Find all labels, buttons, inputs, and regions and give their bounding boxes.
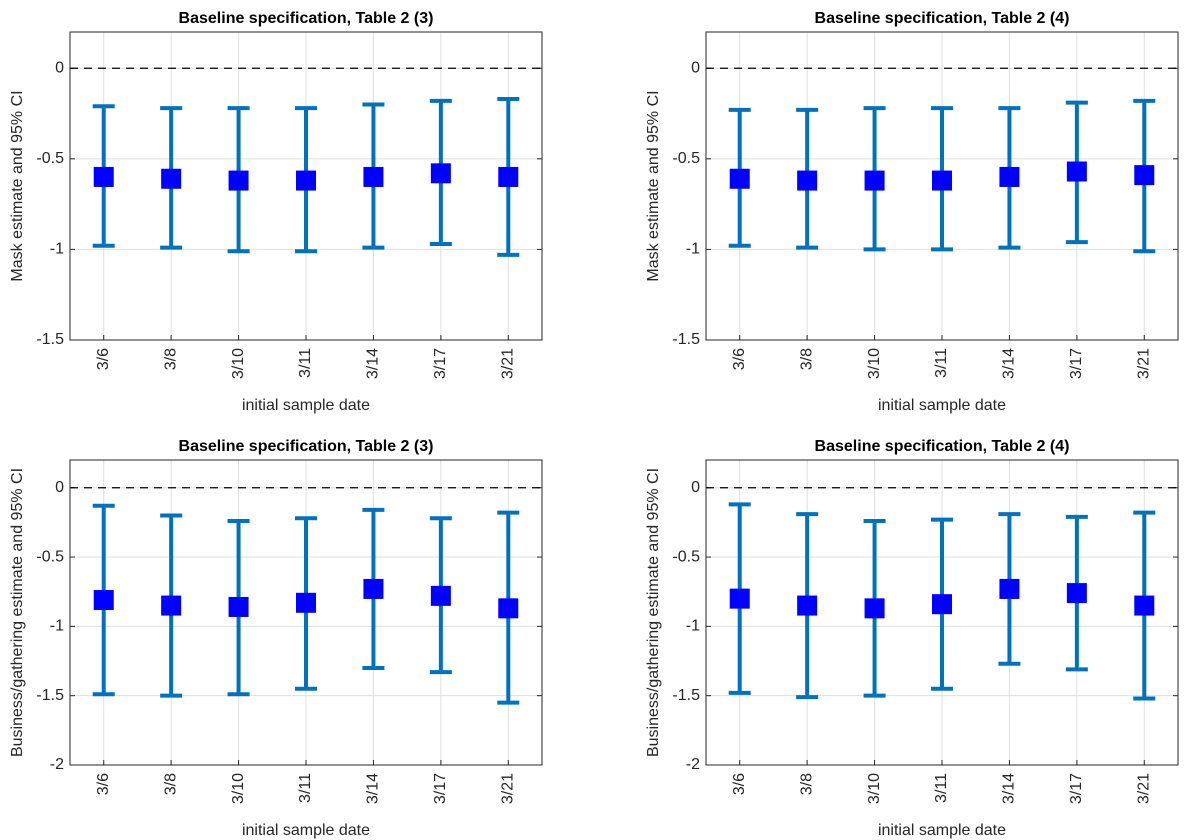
x-tick-label: 3/11 [933, 348, 950, 378]
chart-title: Baseline specification, Table 2 (4) [815, 10, 1070, 27]
point-estimate [161, 595, 182, 616]
axes-box [705, 459, 1179, 766]
point-estimate [228, 596, 249, 617]
point-estimate [93, 590, 114, 611]
y-tick-label: -0.5 [36, 150, 64, 167]
x-tick-label: 3/8 [162, 348, 179, 370]
point-estimate [797, 595, 818, 616]
y-tick-label: -2 [686, 756, 700, 773]
x-tick-label: 3/10 [866, 773, 883, 804]
x-tick-label: 3/6 [731, 773, 748, 795]
y-tick-label: -1 [50, 618, 64, 635]
point-estimate [296, 592, 316, 613]
x-tick-label: 3/6 [95, 348, 112, 370]
y-tick-label: -1.5 [36, 687, 64, 704]
x-tick-label: 3/17 [432, 773, 449, 804]
point-estimate [932, 594, 952, 615]
x-tick-label: 3/6 [95, 773, 112, 795]
x-tick-label: 3/21 [1136, 348, 1153, 379]
x-tick-label: 3/14 [365, 773, 382, 804]
y-tick-label: -1 [686, 618, 700, 635]
subplot: -1.5 -1 -0.5 0 3/6 3/8 3/10 3/11 3/14 3/17 3/21 Bas… [645, 10, 1179, 414]
subplot: -2 -1.5 -1 -0.5 0 3/6 3/8 3/10 3/11 3/14 3/17 3/21 B… [9, 438, 543, 839]
x-axis-label: initial sample date [878, 822, 1006, 839]
point-estimate [430, 163, 451, 184]
x-tick-label: 3/14 [1001, 348, 1018, 379]
y-tick-label: -0.5 [36, 548, 64, 565]
chart-title: Baseline specification, Table 2 (3) [179, 10, 434, 27]
point-estimate [498, 166, 519, 187]
x-tick-label: 3/17 [1068, 773, 1085, 804]
point-estimate [363, 166, 384, 187]
y-tick-label: -1.5 [672, 687, 700, 704]
y-axis-label: Mask estimate and 95% CI [9, 90, 26, 281]
axes-box [69, 31, 543, 341]
axes-box [69, 459, 543, 766]
x-tick-label: 3/21 [500, 348, 517, 379]
y-tick-label: -0.5 [672, 548, 700, 565]
x-tick-label: 3/6 [731, 348, 748, 370]
point-estimate [999, 578, 1020, 599]
point-estimate [1134, 165, 1155, 186]
x-tick-label: 3/11 [933, 773, 950, 803]
y-tick-label: -1 [50, 241, 64, 258]
point-estimate [864, 170, 885, 191]
y-axis-label: Business/gathering estimate and 95% CI [645, 468, 662, 757]
chart-title: Baseline specification, Table 2 (3) [179, 438, 434, 455]
y-tick-label: 0 [691, 479, 700, 496]
y-tick-label: 0 [55, 59, 64, 76]
x-tick-label: 3/8 [162, 773, 179, 795]
x-tick-label: 3/21 [500, 773, 517, 804]
point-estimate [797, 170, 818, 191]
x-axis-label: initial sample date [242, 822, 370, 839]
x-tick-label: 3/17 [1068, 348, 1085, 379]
point-estimate [1066, 583, 1087, 604]
y-tick-label: -2 [50, 756, 64, 773]
point-estimate [1066, 161, 1087, 182]
point-estimate [498, 598, 519, 619]
x-tick-label: 3/10 [866, 348, 883, 379]
y-axis-label: Mask estimate and 95% CI [645, 90, 662, 281]
point-estimate [93, 166, 114, 187]
x-tick-label: 3/11 [297, 348, 314, 378]
point-estimate [864, 598, 885, 619]
y-tick-label: -1 [686, 241, 700, 258]
x-tick-label: 3/8 [798, 348, 815, 370]
subplot: -2 -1.5 -1 -0.5 0 3/6 3/8 3/10 3/11 3/14 3/17 3/21 B… [645, 438, 1179, 839]
point-estimate [228, 170, 249, 191]
y-tick-label: -0.5 [672, 150, 700, 167]
subplot: -1.5 -1 -0.5 0 3/6 3/8 3/10 3/11 3/14 3/17 3/21 Bas… [9, 10, 543, 414]
x-tick-label: 3/10 [230, 773, 247, 804]
axes-box [705, 31, 1179, 341]
point-estimate [999, 166, 1020, 187]
point-estimate [729, 168, 750, 189]
y-axis-label: Business/gathering estimate and 95% CI [9, 468, 26, 757]
x-tick-label: 3/10 [230, 348, 247, 379]
y-tick-label: 0 [691, 59, 700, 76]
point-estimate [932, 170, 952, 191]
x-tick-label: 3/21 [1136, 773, 1153, 804]
y-tick-label: -1.5 [672, 331, 700, 348]
x-tick-label: 3/14 [365, 348, 382, 379]
y-tick-label: -1.5 [36, 331, 64, 348]
y-tick-label: 0 [55, 479, 64, 496]
x-axis-label: initial sample date [878, 397, 1006, 414]
x-tick-label: 3/8 [798, 773, 815, 795]
point-estimate [161, 168, 182, 189]
x-tick-label: 3/17 [432, 348, 449, 379]
x-tick-label: 3/14 [1001, 773, 1018, 804]
point-estimate [729, 588, 750, 609]
point-estimate [363, 578, 384, 599]
point-estimate [430, 585, 451, 606]
x-tick-label: 3/11 [297, 773, 314, 803]
point-estimate [296, 170, 316, 191]
x-axis-label: initial sample date [242, 397, 370, 414]
chart-title: Baseline specification, Table 2 (4) [815, 438, 1070, 455]
point-estimate [1134, 595, 1155, 616]
